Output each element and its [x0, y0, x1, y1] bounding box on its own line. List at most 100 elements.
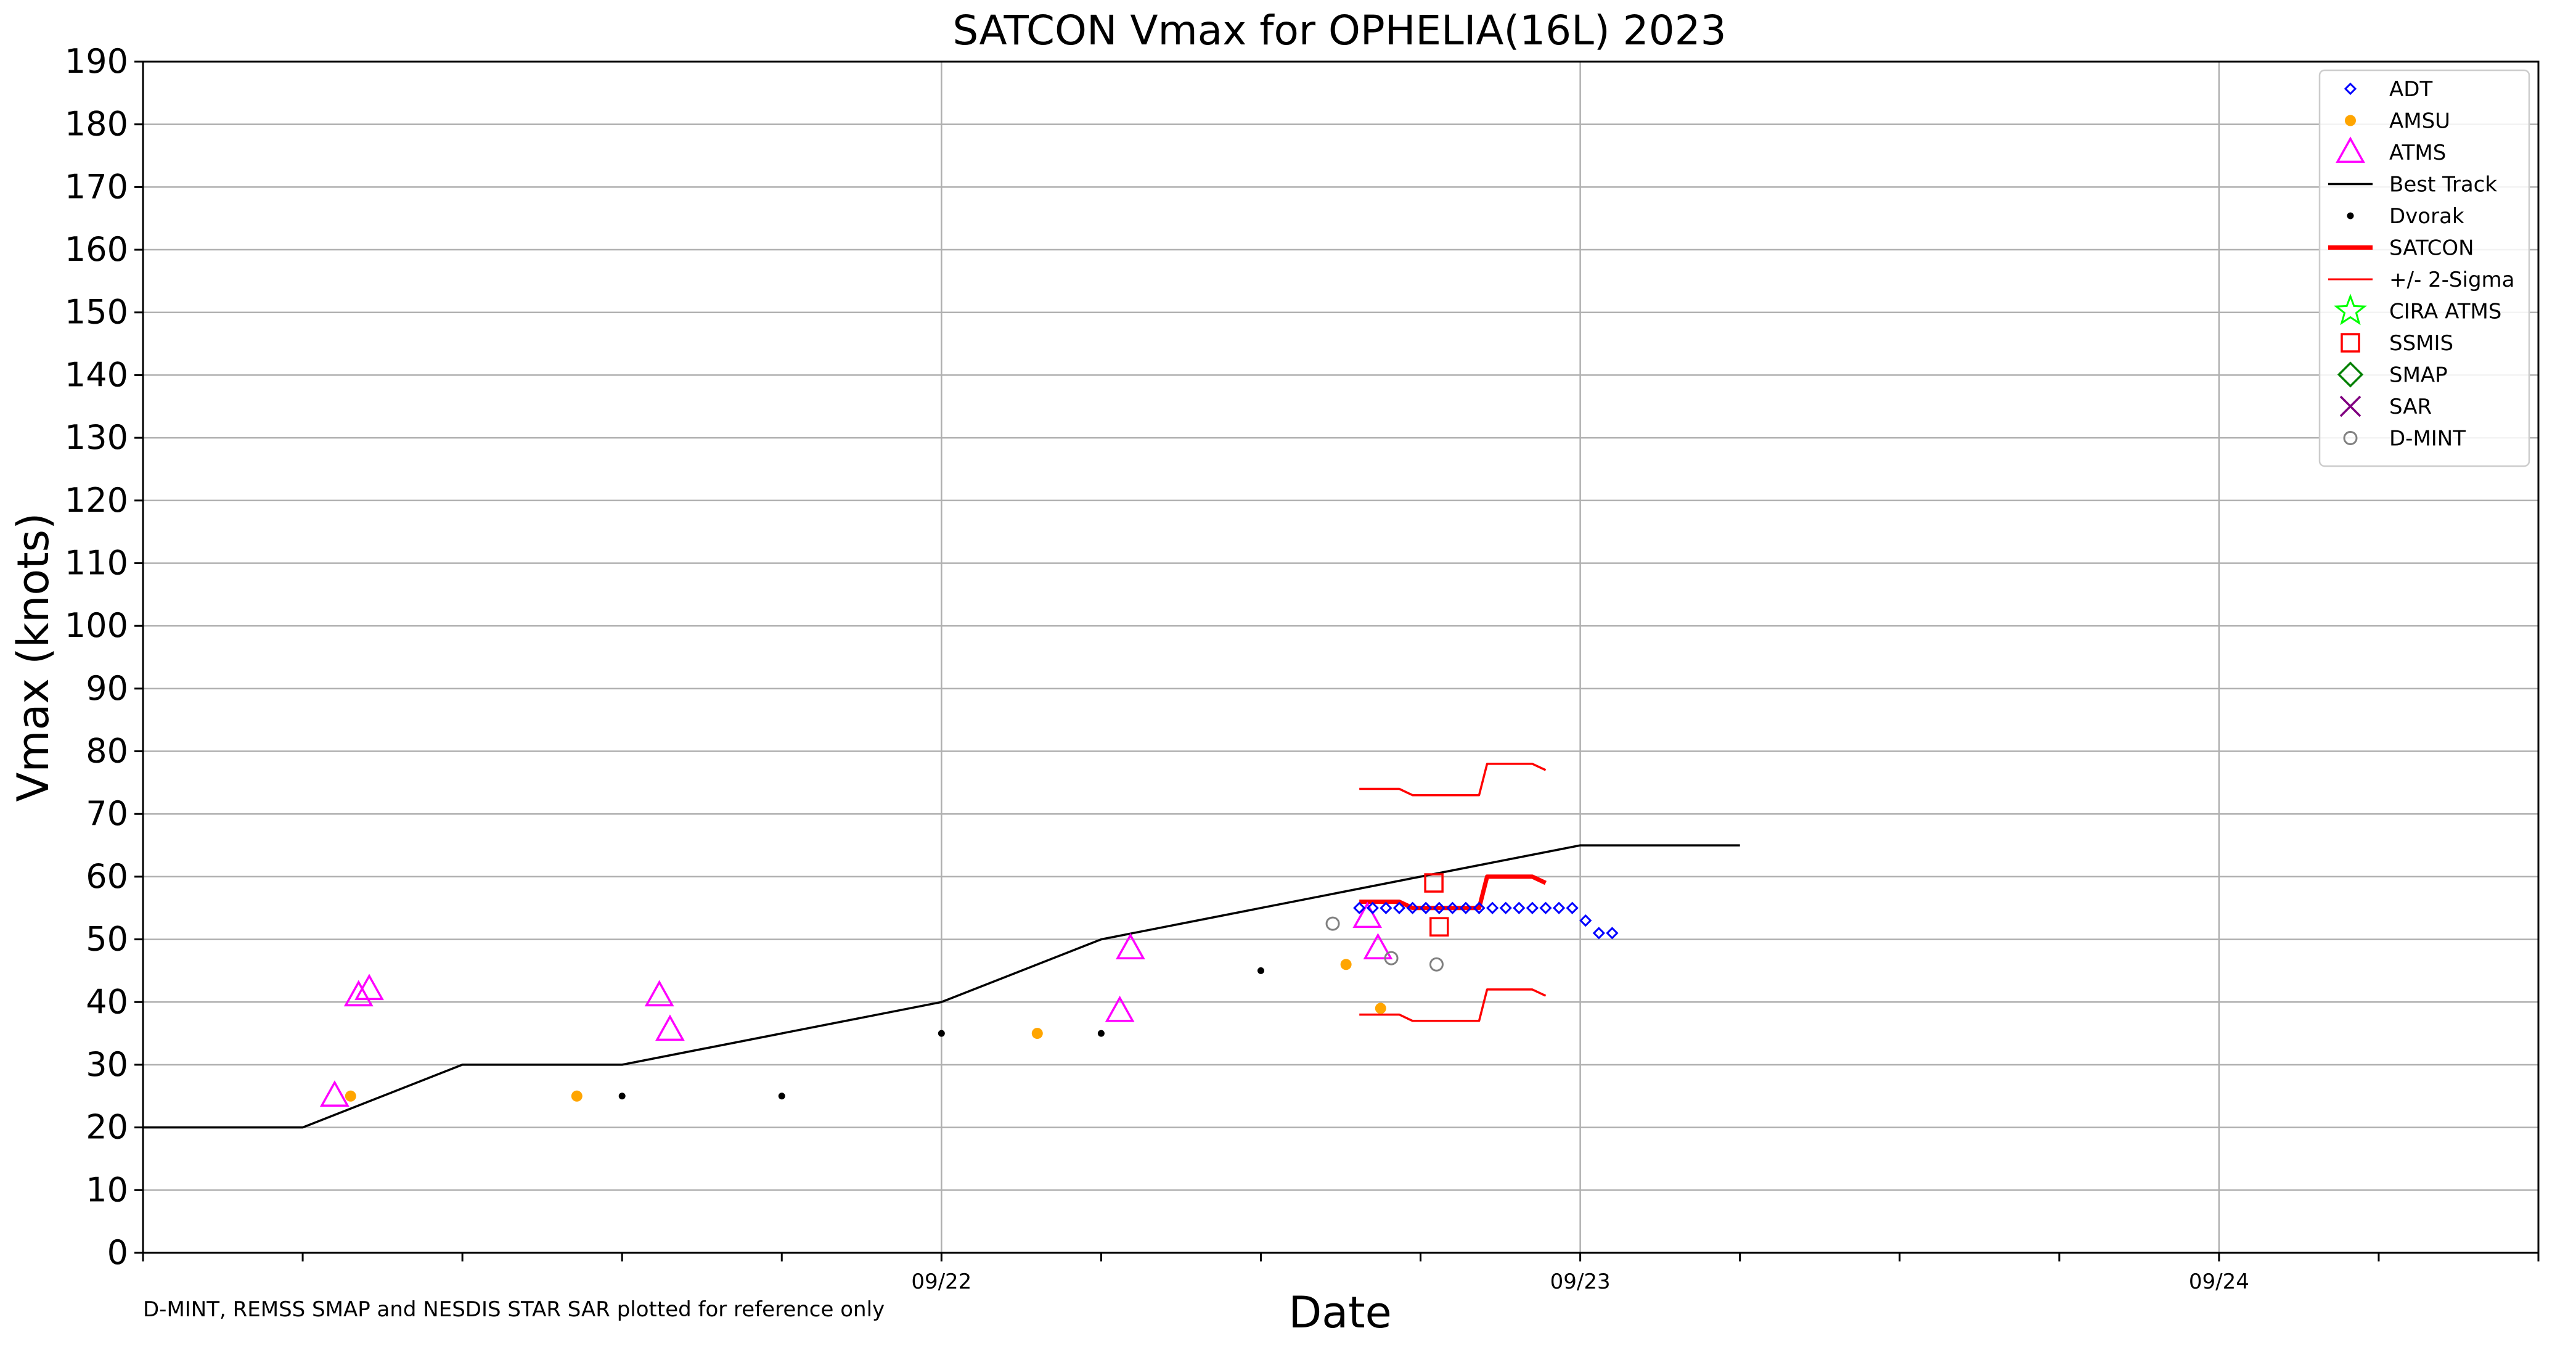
- legend-swatch-marker-stroke: [2339, 395, 2361, 417]
- y-tick-label: 30: [86, 1045, 128, 1084]
- footnote: D-MINT, REMSS SMAP and NESDIS STAR SAR p…: [143, 1297, 885, 1322]
- y-tick-label: 70: [86, 794, 128, 833]
- y-tick-label: 100: [65, 606, 128, 645]
- x-tick-label: 09/22: [911, 1269, 971, 1294]
- y-tick-label: 90: [86, 669, 128, 708]
- x-axis-label: Date: [1288, 1287, 1391, 1338]
- ssmis-point: [1424, 873, 1444, 893]
- y-tick-label: 120: [65, 481, 128, 520]
- best-track-line: [143, 844, 1740, 1129]
- legend-entry: D-MINT: [2343, 427, 2466, 451]
- dvorak-point: [618, 1093, 626, 1100]
- atms-point: [343, 980, 374, 1007]
- dvorak-point: [778, 1093, 785, 1100]
- dmint-point: [1429, 957, 1444, 972]
- ssmis-point: [1429, 917, 1449, 937]
- y-tick-label: 40: [86, 982, 128, 1021]
- adt-point: [1486, 901, 1499, 914]
- y-tick-label: 50: [86, 920, 128, 959]
- adt-point: [1459, 901, 1473, 914]
- sigma-lower-line: [1359, 988, 1547, 1022]
- grid-lines: [143, 60, 2538, 1254]
- legend-entry: +/- 2-Sigma: [2328, 268, 2515, 292]
- amsu-point: [1375, 1003, 1386, 1014]
- chart-title: SATCON Vmax for OPHELIA(16L) 2023: [952, 7, 1726, 54]
- adt-point: [1366, 901, 1379, 914]
- legend-entry: SMAP: [2337, 361, 2448, 388]
- legend-entry: ATMS: [2336, 136, 2446, 165]
- legend-label: SATCON: [2389, 236, 2474, 261]
- dvorak-point: [1257, 967, 1264, 974]
- legend-entry: SATCON: [2328, 236, 2474, 261]
- y-tick-label: 110: [65, 543, 128, 582]
- adt-point: [1592, 927, 1605, 940]
- legend: ADT AMSU ATMS Best Track Dvorak SATCON +/- 2-S…: [2318, 69, 2530, 467]
- legend-label: SAR: [2389, 395, 2432, 419]
- sigma-upper-line: [1359, 763, 1547, 797]
- atms-point: [1105, 995, 1135, 1022]
- y-tick-label: 130: [65, 418, 128, 457]
- atms-point: [354, 974, 384, 1001]
- adt-point: [1433, 901, 1445, 914]
- y-tick-label: 80: [86, 732, 128, 771]
- legend-label: ATMS: [2389, 141, 2446, 165]
- adt-point: [1513, 901, 1526, 914]
- y-tick-label: 180: [65, 105, 128, 144]
- atms-point: [1352, 901, 1383, 929]
- x-axis: 09/22 09/23 09/24: [142, 1253, 2540, 1294]
- adt-point: [1499, 901, 1512, 914]
- amsu-point: [345, 1090, 356, 1102]
- legend-label: Dvorak: [2389, 204, 2464, 229]
- legend-label: AMSU: [2389, 109, 2450, 134]
- adt-point: [1579, 914, 1592, 927]
- legend-swatch-marker: [2344, 82, 2357, 96]
- adt-point: [1392, 901, 1406, 914]
- legend-swatch-marker: [2347, 212, 2354, 219]
- legend-label: +/- 2-Sigma: [2389, 268, 2515, 292]
- adt-point: [1446, 901, 1459, 914]
- adt-point: [1606, 927, 1619, 940]
- y-tick-label: 60: [86, 857, 128, 896]
- atms-point: [1116, 933, 1145, 959]
- adt-point: [1353, 901, 1366, 914]
- amsu-point: [1340, 959, 1352, 970]
- dmint-point: [1325, 916, 1340, 931]
- y-tick-label: 190: [65, 42, 128, 81]
- legend-label: Best Track: [2389, 173, 2497, 197]
- y-tick-label: 20: [86, 1108, 128, 1147]
- legend-entry: CIRA ATMS: [2334, 293, 2501, 326]
- y-axis: 0 10 20 30 40 50 60 70 80 90 100 110 120 130 140 150 160…: [65, 42, 143, 1272]
- adt-point: [1526, 901, 1539, 914]
- legend-swatch-marker: [2345, 115, 2356, 126]
- y-tick-label: 140: [65, 355, 128, 394]
- x-tick-label: 09/24: [2189, 1269, 2249, 1294]
- y-tick-label: 0: [107, 1233, 128, 1272]
- legend-box: [2318, 69, 2530, 467]
- adt-point: [1380, 901, 1392, 914]
- y-tick-label: 170: [65, 167, 128, 206]
- legend-swatch-marker: [2334, 293, 2367, 326]
- y-tick-label: 10: [86, 1170, 128, 1209]
- legend-entry: Best Track: [2328, 173, 2497, 197]
- adt-point: [1552, 901, 1566, 914]
- legend-label: D-MINT: [2389, 427, 2466, 451]
- atms-point: [655, 1014, 685, 1041]
- amsu-point: [571, 1090, 583, 1102]
- legend-swatch-marker: [2337, 361, 2364, 388]
- legend-label: ADT: [2389, 77, 2432, 102]
- dvorak-point: [938, 1030, 945, 1037]
- atms-point: [1363, 933, 1393, 959]
- x-tick-label: 09/23: [1550, 1269, 1611, 1294]
- legend-entry: SAR: [2339, 395, 2432, 419]
- legend-label: SSMIS: [2389, 331, 2453, 356]
- legend-entry: SSMIS: [2341, 331, 2453, 356]
- plot-area: [143, 763, 1740, 1129]
- adt-point: [1566, 901, 1579, 914]
- plot-frame: [142, 60, 2540, 1254]
- legend-entry: ADT: [2344, 77, 2432, 102]
- legend-label: CIRA ATMS: [2389, 300, 2501, 324]
- adt-point: [1420, 901, 1433, 914]
- adt-point: [1406, 901, 1419, 914]
